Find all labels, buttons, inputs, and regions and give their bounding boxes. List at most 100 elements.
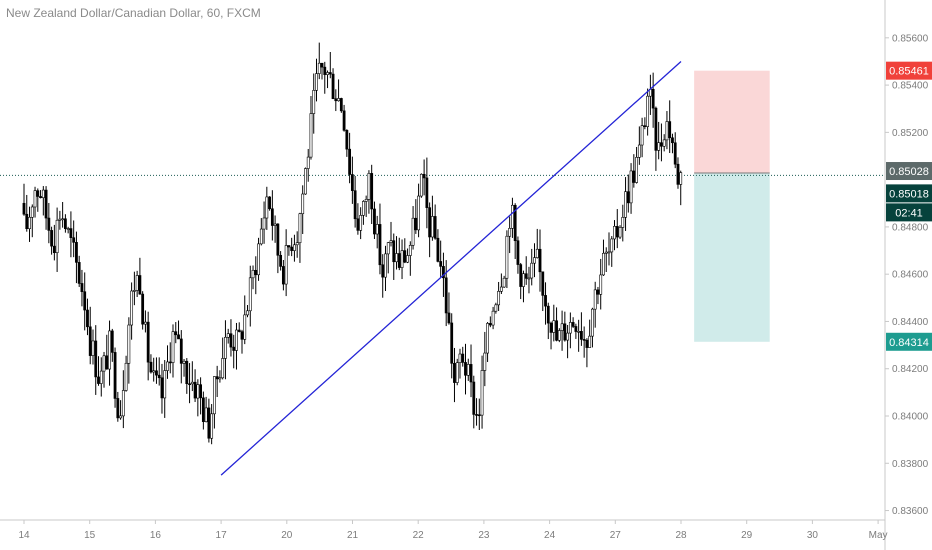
y-tick-label: 0.84400	[892, 317, 929, 328]
candle-body	[135, 275, 139, 291]
chart-title: New Zealand Dollar/Canadian Dollar, 60, …	[6, 6, 261, 20]
x-tick-label: 16	[150, 530, 162, 541]
candle-body	[121, 390, 125, 417]
candle-body	[276, 223, 280, 256]
candle-body	[671, 137, 674, 144]
candle-body	[395, 253, 398, 263]
candle-body	[86, 309, 89, 328]
candle-body	[519, 264, 523, 287]
candle-body	[563, 323, 567, 341]
candle-body	[516, 240, 520, 265]
candle-body	[673, 142, 677, 165]
candle-body	[215, 376, 219, 380]
candle-body	[273, 223, 277, 226]
candle-body	[306, 156, 310, 169]
candle-body	[105, 355, 109, 370]
candle-body	[436, 237, 440, 262]
candle-body	[166, 361, 169, 371]
candle-body	[55, 219, 59, 254]
candle-body	[508, 228, 512, 237]
candle-body	[72, 237, 76, 243]
candle-body	[281, 266, 285, 285]
candle-body	[66, 228, 70, 230]
candle-body	[146, 321, 150, 363]
candle-body	[588, 335, 592, 348]
candle-body	[348, 148, 352, 175]
x-tick-label: 29	[741, 530, 753, 541]
candle-body	[433, 216, 437, 239]
candle-body	[447, 312, 451, 324]
candle-body	[571, 322, 575, 327]
candle-body	[337, 98, 340, 102]
candle-body	[99, 370, 103, 384]
candle-body	[422, 173, 426, 179]
candle-body	[204, 407, 208, 422]
candle-body	[80, 283, 84, 293]
candle-body	[469, 364, 473, 383]
candle-body	[367, 173, 371, 200]
candle-body	[370, 173, 374, 210]
candle-body	[538, 248, 542, 273]
candle-body	[155, 370, 158, 376]
candle-body	[359, 215, 363, 231]
candle-body	[331, 73, 335, 100]
candle-body	[144, 321, 147, 325]
candle-body	[615, 226, 619, 238]
candle-body	[77, 262, 81, 284]
candle-body	[185, 360, 189, 385]
entry-price-badge-text: 0.85028	[889, 166, 929, 178]
candle-body	[334, 98, 338, 102]
candle-body	[174, 331, 178, 336]
candle-body	[293, 244, 296, 251]
candle-body	[287, 245, 291, 248]
candle-body	[654, 107, 658, 151]
candle-body	[497, 290, 501, 306]
candle-body	[676, 163, 680, 185]
y-tick-label: 0.84000	[892, 412, 929, 423]
candle-body	[541, 271, 545, 296]
candle-body	[323, 66, 327, 75]
candle-body	[618, 227, 622, 238]
loss-zone	[694, 173, 770, 342]
candle-body	[406, 255, 409, 263]
candle-body	[480, 370, 484, 416]
candle-body	[102, 355, 106, 372]
candle-body	[33, 190, 37, 208]
target-price-badge-text: 0.85461	[889, 66, 929, 78]
candle-body	[442, 266, 445, 279]
candle-body	[505, 235, 509, 279]
candle-body	[430, 216, 434, 238]
candle-body	[472, 381, 476, 415]
candle-body	[389, 240, 393, 243]
candle-body	[599, 274, 603, 295]
candle-body	[284, 245, 288, 285]
candle-body	[75, 242, 78, 263]
candle-body	[417, 195, 420, 231]
candle-body	[411, 217, 415, 246]
candle-body	[552, 320, 556, 333]
candle-body	[39, 196, 42, 199]
candle-body	[83, 291, 87, 311]
candle-body	[660, 142, 663, 147]
candle-body	[607, 251, 611, 254]
candle-body	[384, 253, 387, 278]
trendline[interactable]	[220, 60, 682, 476]
candle-body	[621, 217, 625, 228]
candle-body	[668, 121, 672, 139]
candle-body	[182, 360, 186, 364]
candle-body	[130, 290, 134, 326]
candle-body	[226, 333, 230, 338]
candle-body	[210, 413, 214, 439]
candle-body	[637, 144, 641, 158]
candle-body	[486, 323, 489, 354]
x-tick-label: May	[869, 530, 888, 541]
candle-body	[596, 289, 600, 295]
entry-price-badge	[886, 162, 932, 181]
x-tick-label: 15	[84, 530, 96, 541]
candle-body	[270, 208, 274, 226]
candle-body	[450, 322, 454, 364]
candle-body	[251, 269, 255, 279]
y-tick-label: 0.85400	[892, 81, 929, 92]
